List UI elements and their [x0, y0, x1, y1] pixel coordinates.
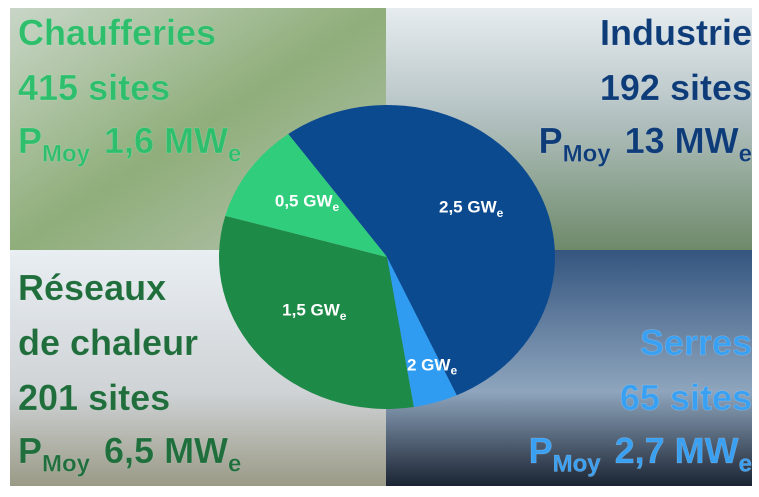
quadrant-title: Chaufferies: [18, 12, 216, 53]
quadrant-title: de chaleur: [18, 322, 198, 363]
slide: 2,5 GWe0,2 GWe1,5 GWe0,5 GWe Chaufferies…: [0, 0, 759, 492]
slice-label: 1,5 GWe: [282, 301, 347, 323]
subscript: e: [228, 450, 241, 477]
subscript: Moy: [553, 450, 602, 477]
subscript: Moy: [563, 140, 612, 167]
quadrant-title: Réseaux: [18, 267, 166, 308]
slice-label: 0,5 GWe: [275, 192, 340, 214]
subscript: e: [228, 140, 241, 167]
site-count: 65 sites: [620, 377, 752, 418]
subscript: e: [340, 309, 347, 323]
slice-label: 2,5 GWe: [439, 198, 504, 220]
quadrant-title: Industrie: [600, 12, 752, 53]
subscript: e: [739, 450, 752, 477]
power-value: 6,5 MW: [104, 430, 228, 471]
subscript: e: [497, 206, 504, 220]
site-count: 192 sites: [600, 67, 752, 108]
power-value: 13 MW: [625, 120, 739, 161]
quadrant-title: Serres: [640, 322, 752, 363]
subscript: e: [333, 200, 340, 214]
power-value: 2,7 MW: [615, 430, 739, 471]
subscript: e: [450, 364, 457, 378]
subscript: e: [739, 140, 752, 167]
subscript: Moy: [42, 450, 91, 477]
power-value: 1,6 MW: [104, 120, 228, 161]
site-count: 415 sites: [18, 67, 170, 108]
subscript: Moy: [42, 140, 91, 167]
site-count: 201 sites: [18, 377, 170, 418]
